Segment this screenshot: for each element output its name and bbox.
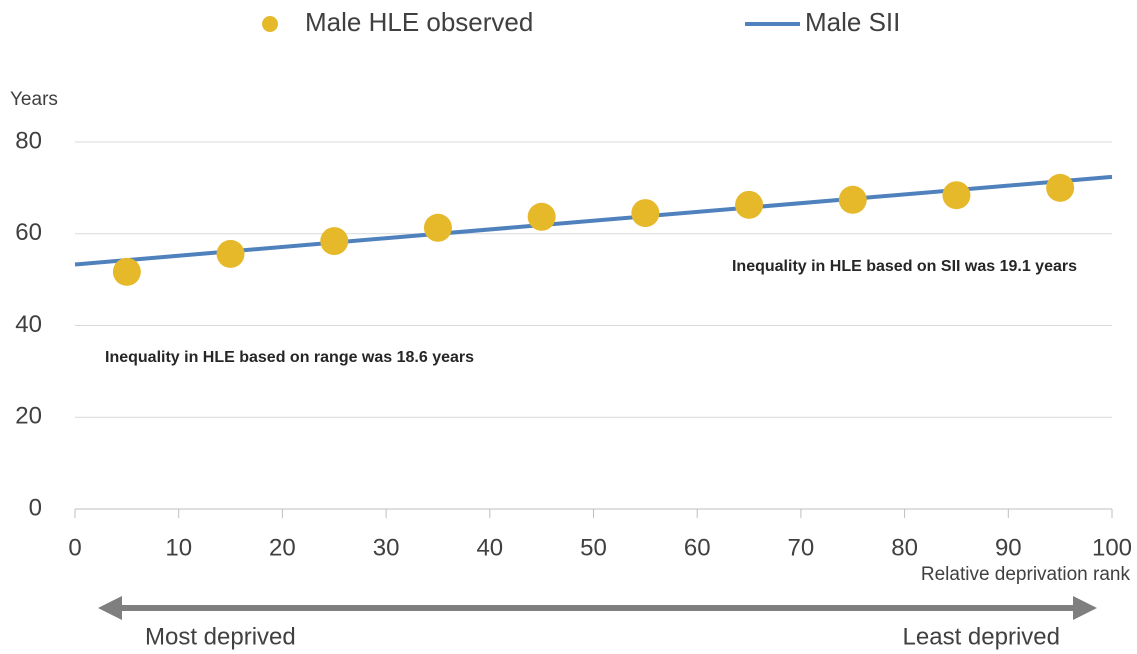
data-point <box>320 227 349 256</box>
y-tick-label: 80 <box>15 127 42 154</box>
data-point <box>631 199 660 228</box>
x-tick-label: 0 <box>68 534 81 561</box>
x-tick-label: 70 <box>788 534 815 561</box>
sii-line <box>74 174 1113 267</box>
data-point <box>838 185 867 214</box>
data-point <box>1046 173 1075 202</box>
x-tick-label: 10 <box>165 534 192 561</box>
y-axis-label: Years <box>10 89 58 110</box>
legend-marker <box>262 16 278 32</box>
x-tick-label: 50 <box>580 534 607 561</box>
x-tick-label: 40 <box>476 534 503 561</box>
x-tick-label: 100 <box>1092 534 1132 561</box>
x-tick-label: 30 <box>373 534 400 561</box>
arrow-label: Most deprived <box>145 623 296 650</box>
y-tick-label: 20 <box>15 403 42 430</box>
x-tick-label: 20 <box>269 534 296 561</box>
data-point <box>216 239 245 268</box>
legend-label: Male SII <box>805 7 900 37</box>
x-tick-label: 80 <box>891 534 918 561</box>
data-point <box>423 213 452 242</box>
arrow-label: Least deprived <box>903 623 1060 650</box>
data-point <box>942 181 971 210</box>
x-axis-label: Relative deprivation rank <box>921 564 1131 585</box>
x-tick-label: 90 <box>995 534 1022 561</box>
y-tick-label: 60 <box>15 219 42 246</box>
data-point <box>112 257 141 286</box>
legend-label: Male HLE observed <box>305 7 533 37</box>
y-tick-label: 40 <box>15 311 42 338</box>
data-point <box>735 190 764 219</box>
annotation: Inequality in HLE based on SII was 19.1 … <box>731 258 1077 275</box>
annotation: Inequality in HLE based on range was 18.… <box>105 349 475 366</box>
y-tick-label: 0 <box>29 494 42 521</box>
x-tick-label: 60 <box>684 534 711 561</box>
data-point <box>527 202 556 231</box>
